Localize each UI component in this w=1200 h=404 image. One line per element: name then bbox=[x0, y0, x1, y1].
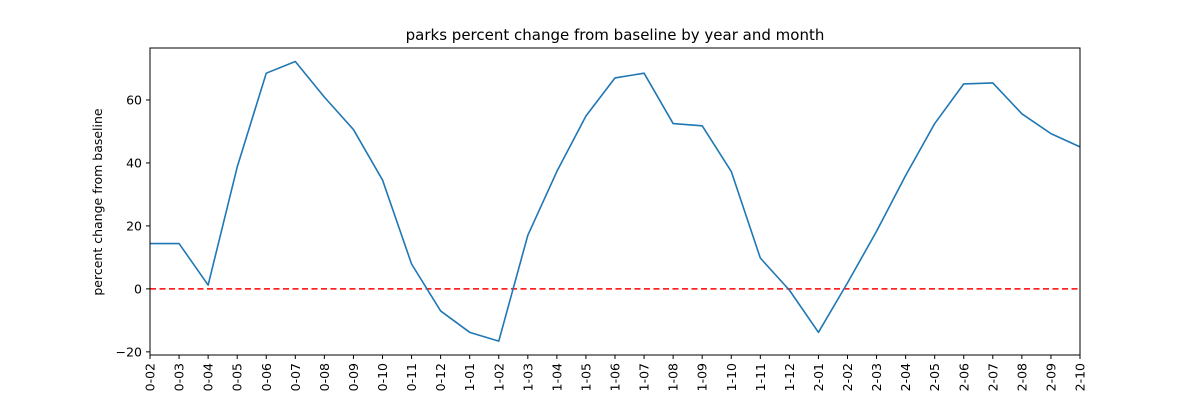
x-tick-label-10: 0-12 bbox=[433, 363, 448, 391]
chart-title: parks percent change from baseline by ye… bbox=[406, 26, 825, 44]
x-tick-label-17: 1-07 bbox=[637, 363, 652, 391]
x-tick-label-5: 0-07 bbox=[288, 363, 303, 391]
x-tick-label-8: 0-10 bbox=[375, 363, 390, 391]
x-tick-label-1: 0-03 bbox=[172, 363, 187, 391]
y-tick-label-4: 60 bbox=[126, 92, 142, 107]
x-tick-label-27: 2-05 bbox=[927, 363, 942, 391]
x-tick-label-15: 1-05 bbox=[578, 363, 593, 391]
series-line-0 bbox=[150, 60, 1081, 342]
x-tick-label-14: 1-04 bbox=[549, 363, 564, 391]
y-tick-label-3: 40 bbox=[126, 155, 142, 170]
y-axis-label: percent change from baseline bbox=[90, 108, 105, 296]
x-tick-label-32: 2-10 bbox=[1073, 363, 1088, 391]
x-tick-label-28: 2-06 bbox=[956, 363, 971, 391]
y-tick-label-1: 0 bbox=[134, 281, 142, 296]
x-tick-label-30: 2-08 bbox=[1014, 363, 1029, 391]
x-tick-label-9: 0-11 bbox=[404, 363, 419, 391]
x-tick-label-19: 1-09 bbox=[695, 363, 710, 391]
x-tick-label-22: 1-12 bbox=[782, 363, 797, 391]
x-tick-label-18: 1-08 bbox=[666, 363, 681, 391]
x-tick-label-12: 1-02 bbox=[491, 363, 506, 391]
x-tick-label-3: 0-05 bbox=[230, 363, 245, 391]
plot-area: −20 0 20 40 60 0-02 0-03 0-04 0-05 0-06 0-07 0-08 0-… bbox=[116, 47, 1088, 391]
x-tick-label-21: 1-11 bbox=[753, 363, 768, 391]
x-tick-label-11: 1-01 bbox=[462, 363, 477, 391]
axes-frame bbox=[149, 47, 1081, 356]
x-tick-label-0: 0-02 bbox=[143, 363, 158, 391]
x-tick-label-29: 2-07 bbox=[985, 363, 1000, 391]
x-tick-label-13: 1-03 bbox=[520, 363, 535, 391]
x-tick-label-4: 0-06 bbox=[259, 363, 274, 391]
x-tick-label-23: 2-01 bbox=[811, 363, 826, 391]
x-tick-label-6: 0-08 bbox=[317, 363, 332, 391]
y-tick-label-2: 20 bbox=[126, 218, 142, 233]
x-tick-label-31: 2-09 bbox=[1043, 363, 1058, 391]
x-tick-label-7: 0-09 bbox=[346, 363, 361, 391]
x-tick-label-26: 2-04 bbox=[898, 363, 913, 391]
x-tick-label-25: 2-03 bbox=[869, 363, 884, 391]
x-tick-label-24: 2-02 bbox=[840, 363, 855, 391]
x-tick-label-20: 1-10 bbox=[724, 363, 739, 391]
x-tick-label-16: 1-06 bbox=[608, 363, 623, 391]
x-tick-label-2: 0-04 bbox=[201, 363, 216, 391]
y-tick-label-0: −20 bbox=[116, 344, 142, 359]
